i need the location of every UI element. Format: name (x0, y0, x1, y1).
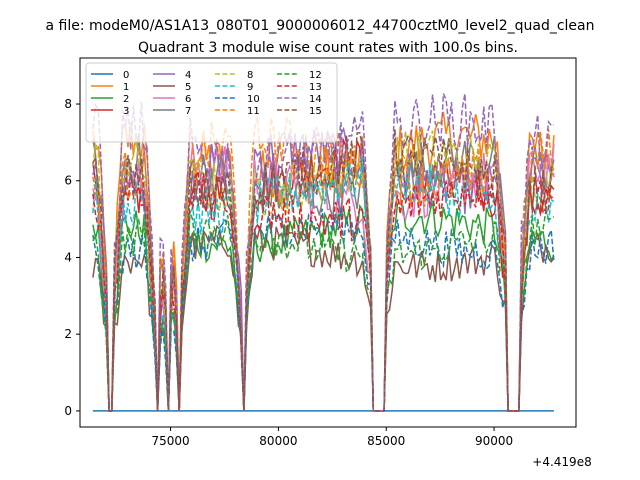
legend-label-10: 10 (247, 94, 260, 105)
y-tick-label: 0 (64, 404, 72, 418)
x-tick-label: 85000 (367, 434, 405, 448)
x-offset-label: +4.419e8 (532, 455, 591, 469)
legend-label-11: 11 (247, 106, 260, 117)
chart-title: Quadrant 3 module wise count rates with … (138, 40, 518, 56)
y-tick-label: 6 (64, 174, 72, 188)
series-line-15 (92, 129, 555, 412)
figure-suptitle: a file: modeM0/AS1A13_080T01_9000006012_… (46, 18, 595, 34)
legend-label-3: 3 (123, 106, 129, 117)
x-tick-label: 75000 (151, 434, 189, 448)
plot-frame (79, 57, 577, 428)
series-line-12 (92, 210, 555, 412)
legend-label-1: 1 (123, 82, 129, 93)
x-tick-label: 80000 (259, 434, 297, 448)
y-tick-label: 8 (64, 97, 72, 111)
legend-label-7: 7 (185, 106, 191, 117)
legend-frame (85, 62, 338, 143)
legend-label-8: 8 (247, 70, 253, 81)
legend-label-0: 0 (123, 70, 129, 81)
axis-layer: 75000 80000 85000 90000 0 2 4 6 8 (64, 97, 513, 448)
legend-label-12: 12 (309, 70, 322, 81)
legend-label-4: 4 (185, 70, 191, 81)
legend-label-5: 5 (185, 82, 191, 93)
legend-label-13: 13 (309, 82, 322, 93)
series-line-13 (92, 170, 555, 412)
y-tick-label: 4 (64, 250, 72, 264)
legend-label-2: 2 (123, 94, 129, 105)
y-tick-label: 2 (64, 327, 72, 341)
legend-label-6: 6 (185, 94, 191, 105)
legend-label-9: 9 (247, 82, 253, 93)
legend-label-15: 15 (309, 106, 322, 117)
series-layer (92, 93, 555, 412)
x-tick-label: 90000 (475, 434, 513, 448)
legend-label-14: 14 (309, 94, 322, 105)
